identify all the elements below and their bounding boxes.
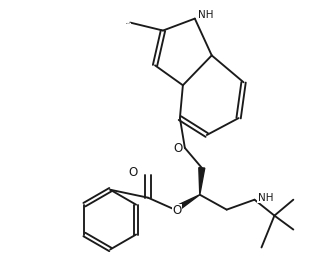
Text: NH: NH [198, 10, 213, 20]
Text: methyl: methyl [127, 21, 132, 23]
Text: methyl: methyl [126, 21, 131, 23]
Text: O: O [172, 204, 181, 217]
Text: methyl: methyl [126, 23, 131, 24]
Text: O: O [129, 166, 138, 179]
Text: O: O [174, 142, 183, 155]
Polygon shape [199, 168, 205, 195]
Text: methyl: methyl [112, 23, 117, 25]
Text: NH: NH [258, 193, 273, 203]
Polygon shape [173, 195, 200, 212]
